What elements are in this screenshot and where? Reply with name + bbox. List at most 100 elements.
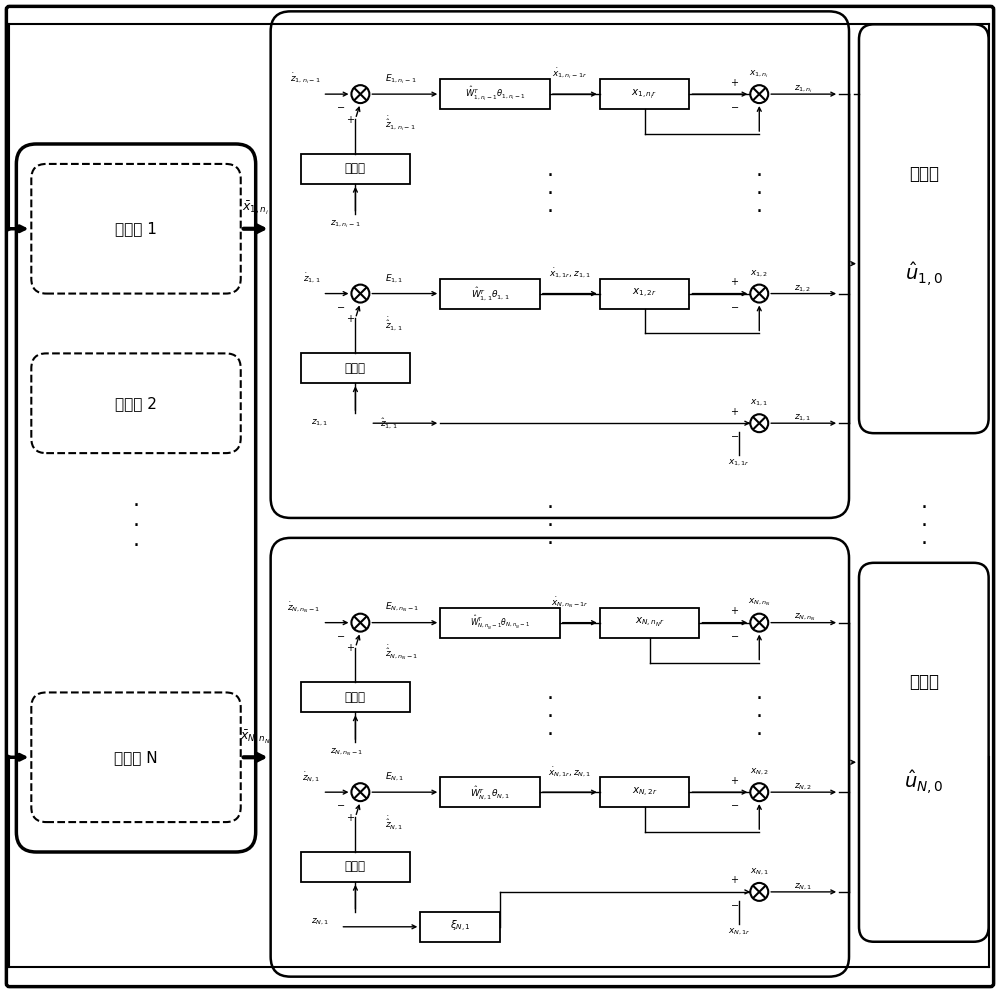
Text: 微分器: 微分器 [345, 361, 366, 375]
Text: $\dot{z}_{1,n_i-1}$: $\dot{z}_{1,n_i-1}$ [290, 71, 321, 86]
Text: $z_{N,1}$: $z_{N,1}$ [794, 882, 812, 892]
Text: ·: · [756, 202, 763, 221]
Text: $+$: $+$ [730, 406, 739, 417]
Text: $x_{1,n_ir}$: $x_{1,n_ir}$ [631, 87, 658, 100]
Text: $+$: $+$ [730, 76, 739, 87]
Text: ·: · [133, 496, 140, 516]
Text: $\hat{W}^T_{N,n_N-1}\theta_{N,n_N-1}$: $\hat{W}^T_{N,n_N-1}\theta_{N,n_N-1}$ [470, 614, 530, 632]
Bar [420, 912, 500, 941]
Text: $x_{1,1r}$: $x_{1,1r}$ [728, 458, 750, 469]
Text: $\dot{z}_{1,1}$: $\dot{z}_{1,1}$ [303, 272, 321, 285]
Text: $-$: $-$ [730, 899, 739, 909]
Text: $\xi_{N,1}$: $\xi_{N,1}$ [450, 920, 471, 934]
Text: ·: · [546, 184, 553, 204]
Bar [440, 79, 550, 109]
Text: $E_{N,1}$: $E_{N,1}$ [385, 772, 404, 783]
Circle shape [750, 285, 768, 303]
Circle shape [750, 85, 768, 103]
Text: $-$: $-$ [730, 799, 739, 809]
Circle shape [750, 614, 768, 632]
Circle shape [750, 414, 768, 432]
Text: $-$: $-$ [336, 301, 345, 311]
Text: $\dot{z}_{N,1}$: $\dot{z}_{N,1}$ [302, 771, 321, 783]
Text: $\bar{x}_{1,n_i}$: $\bar{x}_{1,n_i}$ [242, 201, 269, 217]
Text: $x_{N,2r}$: $x_{N,2r}$ [632, 785, 657, 798]
Text: 控制器: 控制器 [909, 165, 939, 183]
Bar [440, 279, 540, 309]
Text: $x_{N,n_Nr}$: $x_{N,n_Nr}$ [635, 616, 664, 630]
Text: ·: · [756, 725, 763, 746]
Text: $\hat{u}_{N,0}$: $\hat{u}_{N,0}$ [904, 769, 944, 796]
Text: $\hat{W}^T_{N,1}\theta_{N,1}$: $\hat{W}^T_{N,1}\theta_{N,1}$ [470, 783, 510, 800]
Text: $-$: $-$ [730, 430, 739, 440]
Bar [440, 778, 540, 807]
Text: $\hat{z}_{1,1}$: $\hat{z}_{1,1}$ [380, 416, 398, 430]
Bar [301, 852, 410, 882]
Text: $z_{1,1}$: $z_{1,1}$ [794, 413, 812, 423]
Text: $z_{N,n_N}$: $z_{N,n_N}$ [794, 612, 816, 624]
Text: ·: · [756, 689, 763, 709]
Text: $\dot{x}_{1,1r}, z_{1,1}$: $\dot{x}_{1,1r}, z_{1,1}$ [549, 267, 591, 280]
Text: $\hat{W}^T_{1,1}\theta_{1,1}$: $\hat{W}^T_{1,1}\theta_{1,1}$ [471, 285, 509, 302]
Text: $-$: $-$ [730, 630, 739, 639]
Text: 微分器: 微分器 [345, 861, 366, 874]
Text: $x_{1,1}$: $x_{1,1}$ [750, 398, 768, 408]
Text: $+$: $+$ [346, 642, 355, 653]
Text: ·: · [756, 184, 763, 204]
Text: $-$: $-$ [730, 101, 739, 111]
Text: $-$: $-$ [336, 799, 345, 809]
Text: $+$: $+$ [346, 313, 355, 324]
Text: $\dot{x}_{N,n_N-1r}$: $\dot{x}_{N,n_N-1r}$ [551, 596, 589, 610]
Text: $x_{N,1}$: $x_{N,1}$ [750, 867, 769, 877]
Text: ·: · [546, 497, 553, 518]
Text: ·: · [920, 497, 927, 518]
Text: ·: · [546, 689, 553, 709]
FancyBboxPatch shape [859, 563, 989, 941]
Circle shape [351, 783, 369, 801]
Text: 子系统 2: 子系统 2 [115, 396, 157, 411]
Text: $\dot{\hat{z}}_{1,n_i-1}$: $\dot{\hat{z}}_{1,n_i-1}$ [385, 115, 416, 133]
Text: $+$: $+$ [346, 113, 355, 124]
Text: ·: · [546, 166, 553, 186]
Text: $z_{N,2}$: $z_{N,2}$ [794, 782, 812, 792]
Text: ·: · [133, 516, 140, 536]
Text: $\bar{x}_{N,n_N}$: $\bar{x}_{N,n_N}$ [240, 729, 271, 746]
Text: ·: · [920, 534, 927, 554]
Text: ·: · [546, 725, 553, 746]
Text: $+$: $+$ [730, 775, 739, 785]
Bar [600, 608, 699, 638]
Bar [440, 608, 560, 638]
Text: $+$: $+$ [730, 605, 739, 617]
Text: $z_{1,2}$: $z_{1,2}$ [794, 283, 812, 294]
Text: $z_{1,n_i-1}$: $z_{1,n_i-1}$ [330, 218, 361, 229]
Text: $\dot{\hat{z}}_{N,n_N-1}$: $\dot{\hat{z}}_{N,n_N-1}$ [385, 643, 419, 661]
Text: $-$: $-$ [730, 301, 739, 311]
FancyBboxPatch shape [271, 538, 849, 977]
Text: $-$: $-$ [336, 630, 345, 639]
FancyBboxPatch shape [16, 144, 256, 852]
FancyBboxPatch shape [271, 11, 849, 518]
Text: $z_{N,n_N-1}$: $z_{N,n_N-1}$ [330, 747, 364, 758]
Text: $\dot{\hat{z}}_{1,1}$: $\dot{\hat{z}}_{1,1}$ [385, 315, 403, 332]
Text: ·: · [546, 516, 553, 536]
Text: $E_{1,1}$: $E_{1,1}$ [385, 272, 404, 285]
Bar [301, 682, 410, 712]
Text: ·: · [756, 707, 763, 728]
Text: $\dot{x}_{N,1r}, z_{N,1}$: $\dot{x}_{N,1r}, z_{N,1}$ [548, 766, 591, 779]
Text: 控制器: 控制器 [909, 673, 939, 691]
Text: ·: · [133, 536, 140, 556]
Circle shape [351, 614, 369, 632]
Text: 子系统 1: 子系统 1 [115, 221, 157, 236]
Text: $E_{N,n_N-1}$: $E_{N,n_N-1}$ [385, 601, 420, 615]
Text: ·: · [546, 202, 553, 221]
Text: $x_{N,2}$: $x_{N,2}$ [750, 767, 769, 778]
Text: $x_{N,n_N}$: $x_{N,n_N}$ [748, 597, 771, 609]
Bar [600, 279, 689, 309]
Text: $x_{1,2r}$: $x_{1,2r}$ [632, 287, 657, 300]
Text: 微分器: 微分器 [345, 691, 366, 704]
Text: $\hat{u}_{1,0}$: $\hat{u}_{1,0}$ [905, 260, 943, 288]
Text: $+$: $+$ [730, 276, 739, 287]
Text: $+$: $+$ [730, 875, 739, 886]
Text: $E_{1,n_i-1}$: $E_{1,n_i-1}$ [385, 72, 417, 86]
Text: 子系统 N: 子系统 N [114, 750, 158, 765]
